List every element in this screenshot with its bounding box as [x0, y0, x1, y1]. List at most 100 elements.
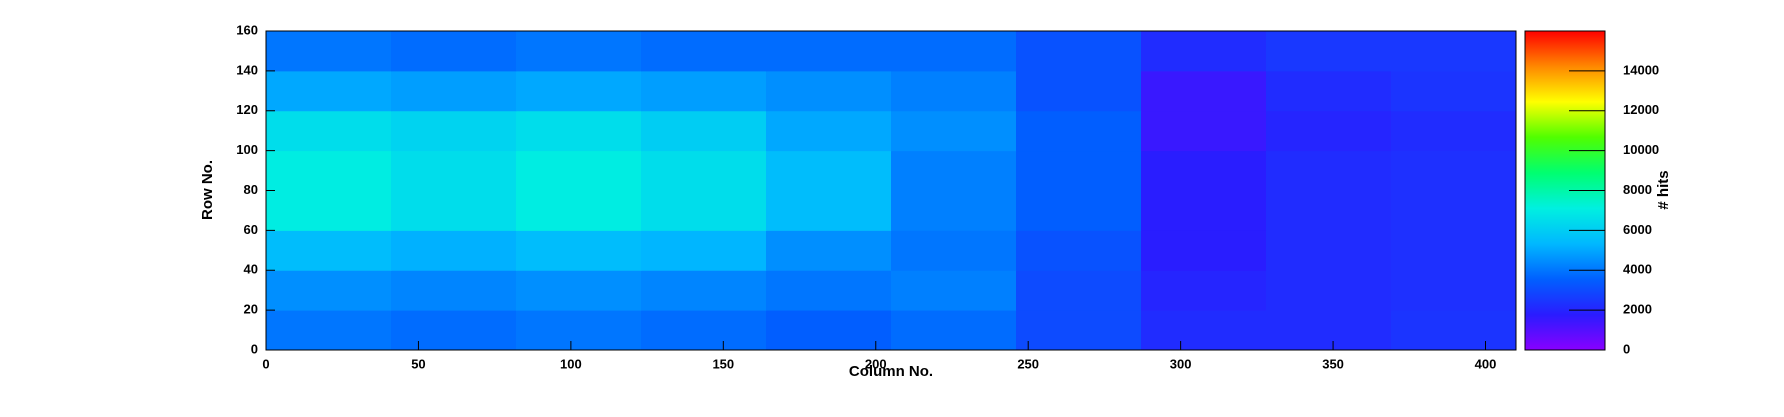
heatmap-cell — [891, 230, 1017, 271]
heatmap-cell — [641, 270, 767, 311]
heatmap-cell — [1266, 150, 1392, 191]
heatmap-cell — [1141, 70, 1267, 112]
heatmap-cell — [1141, 270, 1267, 311]
colorbar-title: # hits — [1655, 170, 1672, 209]
colorbar-tick-label: 2000 — [1623, 302, 1652, 317]
heatmap-cell — [766, 31, 892, 72]
heatmap-cell — [516, 230, 642, 271]
heatmap-cell — [891, 110, 1017, 152]
heatmap-cell — [1016, 31, 1142, 72]
heatmap-cell — [766, 70, 892, 112]
heatmap-cell — [1141, 190, 1267, 231]
heatmap-cell — [516, 70, 642, 112]
heatmap-cell — [1016, 70, 1142, 112]
heatmap-cell — [266, 270, 392, 311]
heatmap-cell — [641, 230, 767, 271]
heatmap-cell — [766, 110, 892, 152]
heatmap-cell — [1016, 190, 1142, 231]
heatmap-cell — [766, 270, 892, 311]
heatmap-cell — [266, 310, 392, 351]
y-tick-label: 80 — [244, 182, 258, 197]
heatmap-cell — [641, 70, 767, 112]
y-axis-title: Row No. — [199, 160, 216, 220]
heatmap-cell — [1391, 70, 1517, 112]
heatmap-cell — [266, 70, 392, 112]
heatmap-cell — [391, 150, 517, 191]
heatmap-cell — [766, 190, 892, 231]
heatmap-cell — [1016, 150, 1142, 191]
heatmap-cell — [266, 150, 392, 191]
heatmap-cell — [1266, 110, 1392, 152]
heatmap-cell — [1266, 230, 1392, 271]
colorbar-tick-label: 12000 — [1623, 102, 1659, 117]
heatmap-cell — [391, 190, 517, 231]
heatmap-cell — [391, 270, 517, 311]
heatmap-cell — [391, 230, 517, 271]
x-tick-label: 100 — [560, 356, 582, 371]
heatmap-cell — [641, 31, 767, 72]
heatmap-cell — [891, 270, 1017, 311]
heatmap-cell — [516, 31, 642, 72]
heatmap-cell — [516, 150, 642, 191]
y-tick-label: 120 — [236, 102, 258, 117]
heatmap-cell — [891, 310, 1017, 351]
heatmap-cell — [766, 230, 892, 271]
x-tick-label: 400 — [1475, 356, 1497, 371]
heatmap-cell — [891, 150, 1017, 191]
y-tick-label: 60 — [244, 222, 258, 237]
colorbar-tick-label: 4000 — [1623, 262, 1652, 277]
x-tick-label: 50 — [411, 356, 425, 371]
heatmap-cell — [1391, 190, 1517, 231]
heatmap-cell — [516, 190, 642, 231]
heatmap-cell — [1141, 310, 1267, 351]
heatmap-cell — [641, 150, 767, 191]
heatmap-cell — [766, 150, 892, 191]
x-tick-label: 300 — [1170, 356, 1192, 371]
heatmap-cell — [1266, 310, 1392, 351]
y-tick-label: 20 — [244, 302, 258, 317]
colorbar-tick-label: 0 — [1623, 341, 1630, 356]
heatmap-cell — [1141, 110, 1267, 152]
heatmap-cell — [391, 110, 517, 152]
y-tick-label: 140 — [236, 62, 258, 77]
heatmap-cell — [766, 310, 892, 351]
heatmap-cell — [1016, 230, 1142, 271]
x-tick-label: 200 — [865, 356, 887, 371]
colorbar-tick-label: 10000 — [1623, 142, 1659, 157]
heatmap-cell — [1266, 270, 1392, 311]
heatmap-cell — [1141, 230, 1267, 271]
x-tick-label: 150 — [712, 356, 734, 371]
heatmap-cell — [1391, 31, 1517, 72]
heatmap-cell — [1016, 110, 1142, 152]
heatmap-cell — [1391, 230, 1517, 271]
x-tick-label: 250 — [1017, 356, 1039, 371]
heatmap-cell — [391, 310, 517, 351]
colorbar-tick-label: 14000 — [1623, 62, 1659, 77]
heatmap-cell — [1391, 150, 1517, 191]
heatmap-cell — [1266, 190, 1392, 231]
heatmap-cell — [266, 230, 392, 271]
colorbar-tick-label: 8000 — [1623, 182, 1652, 197]
heatmap-cell — [1266, 70, 1392, 112]
heatmap-cell — [266, 190, 392, 231]
heatmap-cell — [391, 70, 517, 112]
x-axis-title: Column No. — [849, 363, 933, 380]
heatmap-cell — [516, 270, 642, 311]
heatmap-cell — [641, 190, 767, 231]
heatmap-cell — [266, 110, 392, 152]
heatmap-cell — [641, 110, 767, 152]
heatmap-cell — [1141, 31, 1267, 72]
y-tick-label: 40 — [244, 262, 258, 277]
heatmap-cell — [1391, 110, 1517, 152]
heatmap-cell — [891, 31, 1017, 72]
y-tick-label: 160 — [236, 22, 258, 37]
heatmap-cell — [1141, 150, 1267, 191]
heatmap-cell — [1266, 31, 1392, 72]
heatmap-cell — [891, 70, 1017, 112]
heatmap-cell — [516, 110, 642, 152]
y-tick-label: 100 — [236, 142, 258, 157]
heatmap-cell — [1016, 270, 1142, 311]
heatmap-cell — [266, 31, 392, 72]
colorbar-tick-label: 6000 — [1623, 222, 1652, 237]
